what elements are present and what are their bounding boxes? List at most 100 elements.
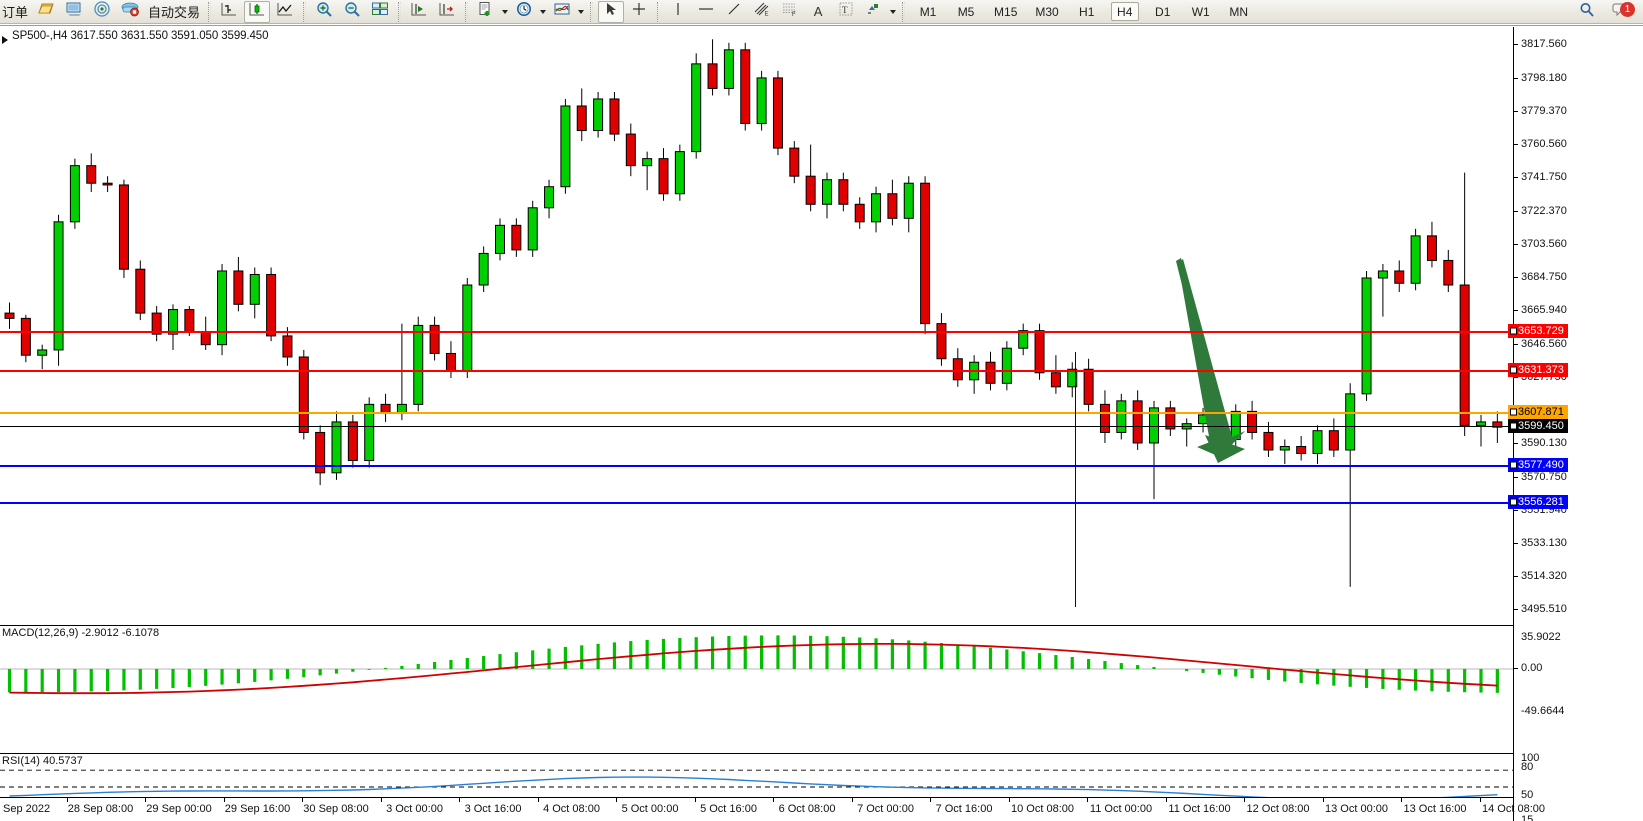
time-tick	[380, 798, 382, 802]
timeframe-h1[interactable]: H1	[1079, 4, 1095, 19]
bar-chart-button[interactable]	[216, 1, 242, 23]
charts-button[interactable]	[33, 1, 59, 23]
toolbar-right-group: 1	[1573, 1, 1643, 23]
time-tick-label: 29 Sep 16:00	[224, 803, 291, 815]
tile-windows-icon	[371, 1, 389, 22]
channel-e-icon: E	[753, 1, 771, 22]
price-level-badge-support[interactable]: 3577.490	[1508, 457, 1568, 472]
signals-button[interactable]	[89, 1, 115, 23]
chart-window[interactable]: SP500-,H4 3617.550 3631.550 3591.050 359…	[0, 27, 1643, 821]
objects-list-tool[interactable]	[861, 1, 887, 23]
autotrading-button[interactable]: 自动交易	[144, 1, 204, 23]
line-chart-button[interactable]	[272, 1, 298, 23]
crosshair-tool[interactable]	[626, 1, 652, 23]
time-tick-label: 14 Oct 08:00	[1482, 803, 1545, 815]
text-tool[interactable]: A	[805, 1, 831, 23]
price-tick	[1514, 476, 1518, 478]
level-line-support[interactable]	[0, 502, 1513, 505]
line-chart-icon	[276, 1, 294, 22]
price-tick-label: 3646.560	[1521, 337, 1567, 350]
timeframe-m15[interactable]: M15	[994, 4, 1018, 19]
zoom-in-button[interactable]	[311, 1, 337, 23]
new-order-button[interactable]: 订单	[0, 1, 32, 23]
chart-shift-button[interactable]	[434, 1, 460, 23]
templates-button[interactable]	[549, 1, 575, 23]
templates-dropdown-caret[interactable]	[576, 1, 586, 23]
chart-collapse-arrow-icon[interactable]	[2, 36, 8, 44]
timeframe-h4[interactable]: H4	[1110, 2, 1139, 21]
cursor-tool[interactable]	[598, 0, 625, 23]
svg-text:T: T	[842, 5, 848, 15]
level-line-support[interactable]	[0, 464, 1513, 467]
timeframe-mn[interactable]: MN	[1229, 4, 1249, 19]
time-tick-label: 12 Oct 08:00	[1246, 803, 1310, 815]
price-candles	[4, 39, 1503, 587]
price-level-badge-last-price[interactable]: 3599.450	[1508, 419, 1568, 434]
crosshair-icon	[631, 1, 647, 22]
time-tick	[1008, 798, 1010, 802]
horizontal-line-icon	[697, 1, 715, 22]
price-tick-label: 3741.750	[1521, 170, 1567, 183]
time-axis[interactable]: 7 Sep 2022 28 Sep 08:00 29 Sep 00:00 29 Sep…	[0, 797, 1545, 821]
indicators-button[interactable]	[473, 1, 499, 23]
indicators-dropdown-caret[interactable]	[500, 1, 510, 23]
symbol-ohlc-line: SP500-,H4 3617.550 3631.550 3591.050 359…	[12, 30, 269, 42]
arrow-cursor-icon	[603, 1, 619, 22]
notifications-button[interactable]: 1	[1609, 1, 1635, 23]
fibonacci-f-icon: F	[781, 1, 799, 22]
price-tick	[1514, 176, 1518, 178]
price-level-badge-resistance[interactable]: 3653.729	[1508, 324, 1568, 339]
time-tick-label: 13 Oct 16:00	[1403, 803, 1467, 815]
level-line-last-price[interactable]	[0, 426, 1513, 428]
time-tick-label: 11 Oct 16:00	[1168, 803, 1231, 815]
candlestick-chart-button[interactable]	[244, 0, 271, 23]
macd-pane[interactable]: MACD(12,26,9) -2.9012 -6.1078	[0, 625, 1513, 750]
label-tool[interactable]: T	[833, 1, 859, 23]
trendline-tool[interactable]	[721, 1, 747, 23]
svg-text:F: F	[792, 12, 796, 17]
price-tick-label: 3495.510	[1521, 602, 1567, 615]
search-button[interactable]	[1574, 1, 1600, 23]
level-line-resistance[interactable]	[0, 370, 1513, 373]
timeframe-w1[interactable]: W1	[1191, 4, 1210, 19]
macd-plot	[0, 635, 1513, 695]
zoom-out-button[interactable]	[339, 1, 365, 23]
search-icon	[1578, 1, 1596, 23]
level-line-pivot[interactable]	[0, 411, 1513, 414]
price-level-badge-pivot[interactable]: 3607.871	[1508, 404, 1568, 419]
candlestick-icon	[248, 1, 266, 22]
price-plot[interactable]	[0, 27, 1513, 622]
autotrading-toggle-icon-button[interactable]	[117, 1, 143, 23]
equidistant-channel-tool[interactable]: E	[749, 1, 775, 23]
price-level-badge-support[interactable]: 3556.281	[1508, 495, 1568, 510]
timeframe-m30[interactable]: M30	[1035, 4, 1059, 19]
objects-dropdown-caret[interactable]	[888, 1, 898, 23]
price-level-badge-resistance[interactable]: 3631.373	[1508, 363, 1568, 378]
toolbar-separator	[465, 1, 469, 22]
toolbar-separator	[208, 1, 212, 22]
level-line-resistance[interactable]	[0, 331, 1513, 334]
price-tick	[1514, 276, 1518, 278]
terminal-button[interactable]	[61, 1, 87, 23]
auto-scroll-button[interactable]	[406, 1, 432, 23]
vertical-line-tool[interactable]	[665, 1, 691, 23]
period-button[interactable]	[511, 1, 537, 23]
time-tick-label: 5 Oct 16:00	[700, 803, 757, 815]
autotrade-icon	[121, 1, 140, 22]
price-tick-label: 3570.750	[1521, 470, 1567, 483]
time-tick	[1165, 798, 1167, 802]
tile-windows-button[interactable]	[367, 1, 393, 23]
time-tick-label: 29 Sep 00:00	[146, 803, 212, 815]
timeframe-m5[interactable]: M5	[957, 4, 975, 19]
price-axis[interactable]: 3817.560 3798.180 3779.370 3760.560 3741.750…	[1508, 27, 1643, 821]
period-dropdown-caret[interactable]	[538, 1, 548, 23]
price-tick-label: 3779.370	[1521, 104, 1567, 117]
auto-scroll-icon	[410, 1, 428, 22]
horizontal-line-tool[interactable]	[693, 1, 719, 23]
timeframe-d1[interactable]: D1	[1155, 4, 1171, 19]
vertical-line-icon	[670, 1, 686, 22]
time-tick-label: 11 Oct 00:00	[1089, 803, 1153, 815]
toolbar-separator	[590, 1, 594, 22]
fibonacci-tool[interactable]: F	[777, 1, 803, 23]
timeframe-m1[interactable]: M1	[919, 4, 937, 19]
